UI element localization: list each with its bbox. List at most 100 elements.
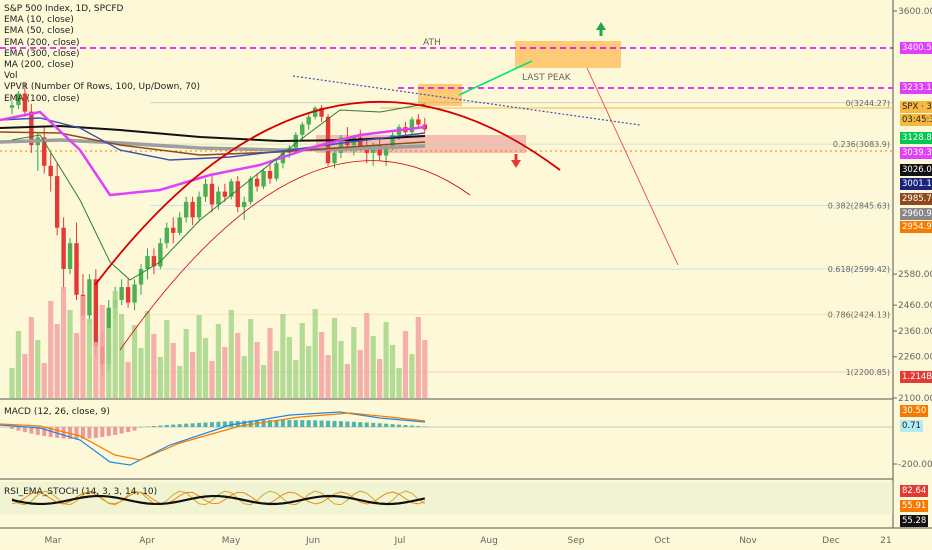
macd-histogram-bar	[268, 420, 272, 427]
macd-histogram-bar	[184, 423, 189, 427]
volume-bar	[157, 357, 163, 398]
volume-bar	[138, 348, 144, 398]
macd-histogram-bar	[384, 423, 389, 427]
price-label: 03:45:31	[900, 114, 932, 126]
volume-bar	[28, 317, 34, 398]
legend-line[interactable]: EMA (10, close)	[4, 15, 74, 26]
price-tick-label: 2100.00	[898, 394, 932, 404]
macd-histogram-bar	[293, 420, 298, 427]
volume-bar	[73, 333, 80, 398]
macd-histogram-bar	[203, 422, 208, 427]
candle-body	[364, 147, 369, 153]
macd-title[interactable]: MACD (12, 26, close, 9)	[4, 407, 110, 417]
macd-histogram-bar	[35, 427, 40, 435]
candle-body	[48, 165, 53, 177]
macd-histogram-bar	[42, 427, 47, 437]
macd-histogram-bar	[80, 427, 85, 439]
time-axis-label: Apr	[139, 536, 155, 546]
volume-bar	[325, 355, 331, 398]
candle-body	[358, 137, 363, 148]
macd-histogram-bar	[216, 421, 221, 427]
macd-histogram-bar	[274, 420, 279, 427]
macd-histogram-bar	[319, 420, 324, 427]
volume-bar	[67, 310, 73, 398]
volume-bar	[396, 368, 402, 398]
macd-histogram-bar	[177, 424, 182, 427]
candle-body	[158, 243, 163, 267]
macd-histogram-bar	[145, 426, 150, 428]
candle-body	[132, 284, 137, 303]
candle-body	[203, 183, 208, 197]
candle-body	[261, 170, 266, 187]
macd-histogram-bar	[403, 425, 408, 427]
macd-histogram-bar	[300, 420, 305, 427]
macd-histogram-bar	[126, 427, 131, 433]
time-axis-label: Oct	[654, 536, 670, 546]
volume-bar	[222, 347, 228, 398]
legend-line[interactable]: EMA (50, close)	[4, 26, 74, 37]
legend-line[interactable]: MA (200, close)	[4, 60, 74, 71]
macd-histogram-bar	[364, 422, 369, 427]
legend-title[interactable]: S&P 500 Index, 1D, SPCFD	[4, 4, 124, 14]
volume-bar	[131, 325, 138, 398]
macd-histogram-bar	[371, 422, 376, 427]
candle-body	[145, 256, 150, 269]
price-label: 2954.91	[900, 221, 932, 233]
macd-signal-line	[0, 412, 426, 461]
candle-body	[164, 227, 169, 244]
macd-histogram-bar	[326, 420, 331, 427]
volume-bar	[409, 354, 415, 398]
time-axis-label: Nov	[739, 536, 757, 546]
volume-bar	[364, 313, 370, 398]
candle-body	[9, 105, 15, 108]
legend-line[interactable]: Vol	[4, 71, 18, 82]
candle-body	[29, 111, 34, 146]
macd-histogram-bar	[139, 427, 143, 428]
stoch-title[interactable]: RSI_EMA_STOCH (14, 3, 3, 14, 10)	[4, 487, 158, 497]
price-label: 3400.54	[900, 42, 932, 54]
ema-10-line	[11, 103, 426, 281]
legend-line[interactable]: EMA (200, close)	[4, 37, 80, 48]
macd-histogram-bar	[390, 424, 395, 427]
volume-bar	[357, 350, 363, 398]
green-up-arrow-icon	[596, 22, 606, 30]
last-peak-zone	[418, 84, 462, 106]
macd-histogram-bar	[132, 427, 137, 431]
time-axis-label: Sep	[568, 536, 585, 546]
macd-histogram-bar	[351, 421, 356, 427]
price-tick-label: 2580.00	[898, 270, 932, 280]
time-axis-label: Aug	[480, 536, 498, 546]
legend-line[interactable]: EMA (300, close)	[4, 48, 80, 59]
candle-body	[209, 183, 215, 205]
macd-histogram-bar	[261, 420, 266, 427]
volume-bar	[215, 324, 221, 398]
volume-bar	[22, 354, 28, 398]
candle-body	[125, 287, 131, 303]
volume-bar	[151, 334, 157, 398]
fib-level-label: 1(2200.85)	[846, 368, 890, 377]
candle-body	[61, 227, 66, 269]
volume-bar	[54, 324, 60, 398]
legend-line[interactable]: VPVR (Number Of Rows, 100, Up/Down, 70)	[4, 82, 201, 93]
volume-bar	[306, 346, 312, 398]
macd-histogram-bar	[61, 427, 66, 439]
macd-histogram-bar	[100, 427, 105, 438]
macd-histogram-bar	[151, 426, 156, 427]
macd-value-label: 0.71	[900, 420, 923, 432]
macd-histogram-bar	[287, 420, 292, 427]
volume-bar	[331, 318, 338, 398]
candle-body	[319, 107, 324, 117]
macd-histogram-bar	[74, 427, 79, 439]
volume-bar	[183, 329, 189, 398]
macd-histogram-bar	[171, 424, 176, 427]
volume-bar	[293, 360, 299, 398]
candle-body	[74, 243, 79, 295]
volume-bar	[99, 305, 105, 398]
candle-body	[138, 269, 144, 285]
candle-body	[267, 170, 273, 179]
volume-bar	[235, 333, 241, 398]
macd-histogram-bar	[248, 420, 253, 427]
legend-line[interactable]: EMA (100, close)	[4, 93, 80, 104]
